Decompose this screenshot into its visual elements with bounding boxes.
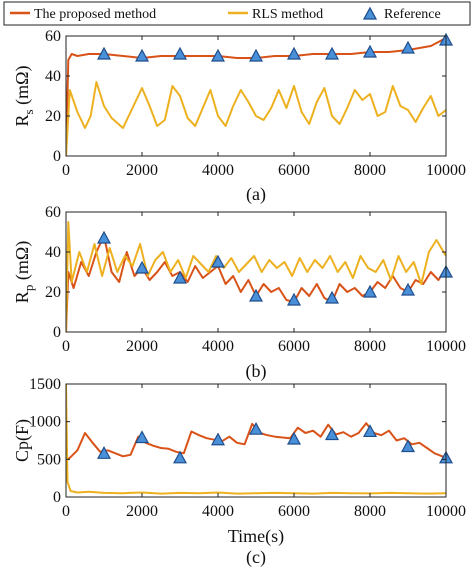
reference-marker — [134, 430, 150, 444]
x-tick-label: 2000 — [126, 338, 158, 355]
y-axis-label: Cp(F) — [12, 419, 33, 462]
x-tick-label: 0 — [62, 338, 70, 355]
legend-swatch-reference — [362, 6, 378, 20]
y-tick-label: 60 — [45, 28, 61, 45]
y-axis-label: Rs (mΩ) — [12, 66, 36, 127]
reference-marker — [172, 450, 188, 464]
x-axis-label: Time(s) — [228, 526, 284, 547]
panel-c: 0 2000 4000 6000 8000 10000 0 500 1000 1500 Cp(F) T… — [12, 376, 466, 568]
reference-marker — [400, 439, 416, 453]
reference-marker — [134, 260, 150, 274]
y-tick-label: 0 — [53, 324, 61, 341]
reference-marker — [96, 446, 112, 459]
reference-marker — [286, 46, 302, 60]
x-tick-label: 4000 — [202, 503, 234, 520]
axes-box — [65, 35, 447, 157]
reference-marker — [210, 432, 226, 446]
series-line-proposed — [66, 235, 446, 332]
reference-marker — [172, 270, 188, 284]
y-tick-label: 20 — [45, 284, 61, 301]
panel-a: 0 2000 4000 6000 8000 10000 0 20 40 60 Rs (mΩ) (a) — [12, 28, 466, 205]
reference-marker — [248, 48, 264, 62]
reference-marker — [324, 46, 340, 60]
x-tick-label: 10000 — [426, 162, 466, 179]
reference-marker — [210, 48, 226, 62]
reference-marker — [362, 284, 378, 298]
y-tick-label: 1500 — [29, 376, 61, 393]
legend-label-proposed: The proposed method — [34, 7, 156, 22]
panel-b: 0 2000 4000 6000 8000 10000 0 20 40 60 Rp (mΩ) (b) — [12, 204, 466, 382]
x-tick-label: 2000 — [126, 162, 158, 179]
y-tick-label: 1000 — [29, 414, 61, 431]
reference-marker — [134, 48, 150, 62]
series-line-rls — [66, 384, 446, 495]
reference-marker — [362, 424, 378, 438]
axes-box — [65, 383, 447, 498]
x-tick-label: 6000 — [278, 338, 310, 355]
x-tick-label: 8000 — [354, 338, 386, 355]
reference-marker — [210, 254, 226, 268]
reference-marker — [286, 431, 302, 445]
reference-marker — [400, 40, 416, 54]
reference-marker — [172, 46, 188, 60]
y-tick-label: 500 — [37, 451, 61, 468]
x-tick-label: 10000 — [426, 503, 466, 520]
legend-label-reference: Reference — [384, 7, 441, 22]
legend: The proposed method RLS method Reference — [3, 1, 471, 26]
x-tick-label: 4000 — [202, 162, 234, 179]
x-tick-label: 4000 — [202, 338, 234, 355]
x-tick-label: 8000 — [354, 503, 386, 520]
reference-marker — [96, 230, 112, 244]
y-axis-label: Rp (mΩ) — [12, 241, 36, 303]
series-line-rls — [66, 221, 446, 332]
x-tick-label: 6000 — [278, 162, 310, 179]
series-line-proposed — [66, 422, 446, 462]
reference-marker — [96, 46, 112, 60]
y-tick-label: 0 — [53, 489, 61, 506]
x-tick-label: 0 — [62, 162, 70, 179]
legend-label-rls: RLS method — [252, 7, 323, 22]
reference-marker — [248, 421, 264, 435]
x-tick-label: 10000 — [426, 338, 466, 355]
axes-box — [65, 211, 447, 333]
reference-marker — [400, 282, 416, 296]
panel-caption: (a) — [246, 184, 266, 205]
reference-marker — [286, 292, 302, 306]
reference-marker — [324, 290, 340, 304]
x-tick-label: 8000 — [354, 162, 386, 179]
y-tick-label: 0 — [53, 148, 61, 165]
x-tick-label: 6000 — [278, 503, 310, 520]
y-tick-label: 20 — [45, 108, 61, 125]
x-tick-label: 0 — [62, 503, 70, 520]
x-tick-label: 2000 — [126, 503, 158, 520]
series-line-rls — [66, 81, 446, 156]
y-tick-label: 60 — [45, 204, 61, 221]
reference-marker — [362, 44, 378, 58]
panel-caption: (c) — [246, 547, 266, 568]
reference-marker — [324, 427, 340, 441]
y-tick-label: 40 — [45, 244, 61, 261]
y-tick-label: 40 — [45, 68, 61, 85]
panel-caption: (b) — [246, 361, 267, 382]
reference-marker — [248, 288, 264, 302]
